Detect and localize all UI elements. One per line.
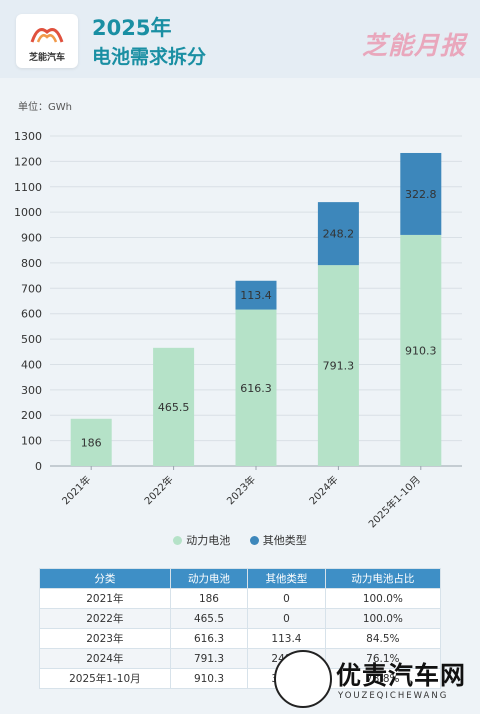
unit-label: 单位：GWh: [18, 102, 72, 113]
bar-other-type: [317, 202, 359, 266]
legend: 动力电池 其他类型: [0, 532, 480, 548]
table-cell: 0: [247, 588, 326, 609]
bar-power-battery: [400, 234, 442, 466]
table-row: 2023年 616.3 113.4 84.5%: [39, 628, 442, 649]
y-tick-label: 500: [21, 333, 42, 346]
y-tick-label: 700: [21, 282, 42, 295]
table-cell: 2023年: [39, 628, 171, 649]
table-cell: 186: [169, 588, 249, 609]
y-tick-label: 300: [21, 384, 42, 397]
table-cell: 791.3: [169, 648, 249, 669]
bar-power-battery: [70, 418, 112, 466]
x-tick-label: 2024年: [306, 473, 340, 507]
watermark-emblem-icon: [274, 650, 332, 708]
bar-other-type: [235, 280, 277, 310]
y-tick-label: 0: [35, 460, 42, 473]
logo-text: 芝能汽车: [28, 53, 65, 63]
table-row: 2024年 791.3 248.2 76.1%: [39, 648, 442, 669]
y-tick-label: 1000: [14, 206, 42, 219]
watermark-text: 优责汽车网: [336, 661, 467, 690]
table-cell: 100.0%: [324, 588, 442, 609]
y-tick-label: 200: [21, 409, 42, 422]
legend-label-other: 其他类型: [262, 534, 307, 547]
data-label: 791.3: [323, 360, 355, 373]
table-cell: 73.8%: [324, 668, 442, 689]
data-label: 910.3: [405, 344, 437, 357]
table-header-row: 分类 动力电池 其他类型 动力电池占比: [39, 568, 442, 589]
bar-power-battery: [317, 265, 359, 466]
y-tick-label: 800: [21, 257, 42, 270]
table-cell: 2022年: [39, 608, 171, 629]
legend-item-power: 动力电池: [173, 532, 230, 548]
table-cell: 2024年: [39, 648, 171, 669]
legend-swatch-other: [249, 536, 259, 545]
legend-swatch-power: [173, 536, 183, 545]
y-tick-label: 400: [21, 358, 42, 371]
y-tick-label: 1200: [14, 155, 42, 168]
legend-item-other: 其他类型: [249, 532, 307, 548]
data-label: 186: [81, 436, 102, 449]
table-cell: 2025年1-10月: [39, 668, 171, 689]
bar-power-battery: [235, 309, 277, 466]
header: 芝能汽车 2025年 电池需求拆分 芝能月报: [0, 0, 480, 78]
stacked-bar-chart: 0 100 200 300 400 500 600 700 800 900 1000 1100 1200…: [14, 130, 462, 528]
y-tick-label: 1100: [14, 181, 42, 194]
table-cell: 113.4: [247, 628, 326, 649]
watermark-subtext: YOUZEQICHEWANG: [338, 691, 449, 701]
x-tick-label: 2025年1-10月: [366, 473, 423, 528]
table-cell: 84.5%: [324, 628, 442, 649]
table-header-cell: 动力电池: [169, 568, 249, 589]
table-header-cell: 分类: [39, 568, 171, 589]
data-label: 465.5: [158, 401, 190, 414]
table-cell: 616.3: [169, 628, 249, 649]
car-logo-icon: [30, 28, 64, 43]
table-cell: 910.3: [169, 668, 249, 689]
x-tick-label: 2023年: [224, 473, 258, 507]
data-label: 322.8: [405, 188, 437, 201]
table-header-cell: 其他类型: [247, 568, 326, 589]
y-tick-label: 600: [21, 308, 42, 321]
legend-label-power: 动力电池: [186, 534, 231, 547]
page-title: 电池需求拆分: [92, 46, 207, 68]
data-table: 分类 动力电池 其他类型 动力电池占比 2021年 186 0 100.0% 2…: [39, 568, 442, 689]
page-title-year: 2025年: [92, 16, 172, 40]
brand-logo: 芝能月报: [361, 31, 466, 60]
table-row: 2021年 186 0 100.0%: [39, 588, 442, 609]
logo: 芝能汽车: [16, 14, 78, 68]
y-tick-label: 900: [21, 232, 42, 245]
x-tick-label: 2021年: [59, 473, 93, 507]
bar-power-battery: [153, 347, 195, 466]
table-cell: 465.5: [169, 608, 249, 629]
table-cell: 2021年: [39, 588, 171, 609]
data-label: 616.3: [240, 382, 272, 395]
table-row: 2022年 465.5 0 100.0%: [39, 608, 442, 629]
table-cell: 0: [247, 608, 326, 629]
x-tick-label: 2022年: [141, 473, 175, 507]
y-tick-label: 100: [21, 435, 42, 448]
data-label: 113.4: [240, 289, 272, 302]
table-header-cell: 动力电池占比: [324, 568, 442, 589]
data-label: 248.2: [323, 228, 355, 241]
table-cell: 100.0%: [324, 608, 442, 629]
y-tick-label: 1300: [14, 130, 42, 143]
bar-other-type: [400, 152, 442, 235]
watermark: 优责汽车网 YOUZEQICHEWANG: [274, 650, 474, 710]
table-row: 2025年1-10月 910.3 322.8 73.8%: [39, 668, 442, 689]
